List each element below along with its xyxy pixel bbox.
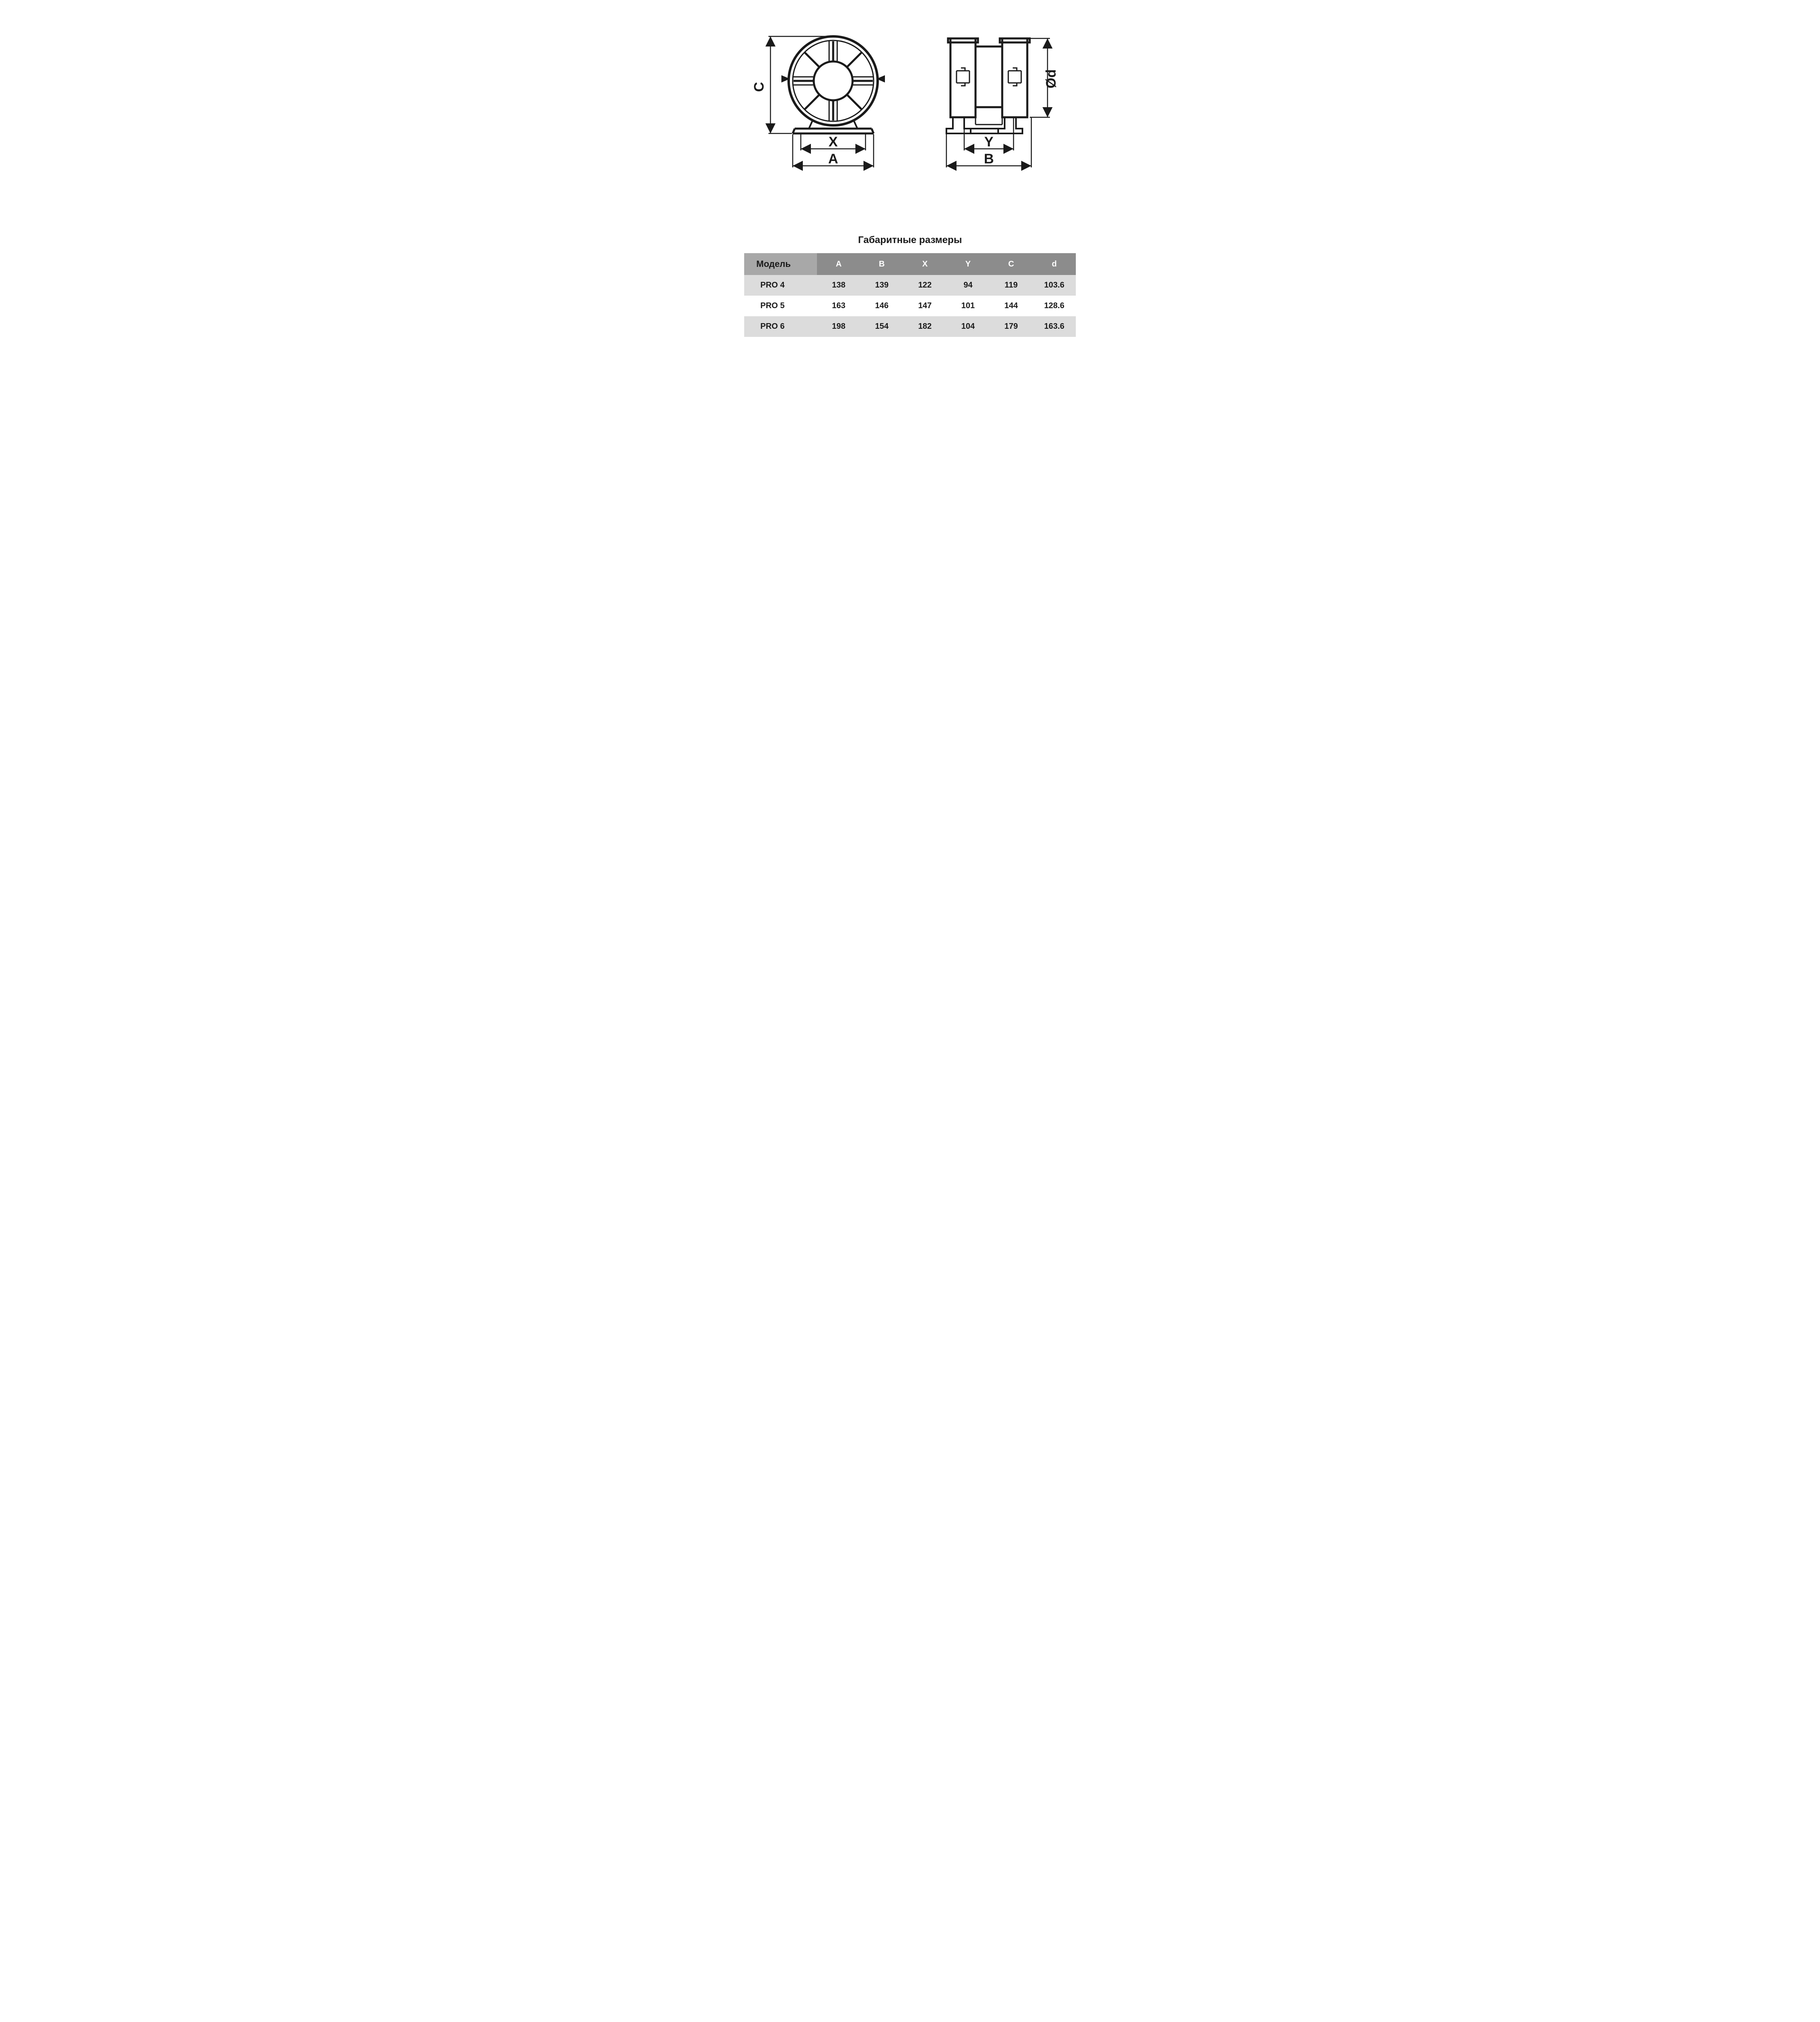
table-body: PRO 413813912294119103.6PRO 516314614710… <box>744 275 1076 337</box>
cell-value: 128.6 <box>1033 296 1076 316</box>
dim-label-a: A <box>828 151 838 167</box>
dim-label-b: B <box>984 151 994 167</box>
col-b: B <box>860 253 904 275</box>
cell-model: PRO 5 <box>744 296 817 316</box>
cell-value: 163 <box>817 296 860 316</box>
dimensions-table: МодельABXYCd PRO 413813912294119103.6PRO… <box>744 253 1076 337</box>
table-header-row: МодельABXYCd <box>744 253 1076 275</box>
cell-value: 139 <box>860 275 904 296</box>
col-c: C <box>990 253 1033 275</box>
cell-value: 198 <box>817 316 860 337</box>
cell-model: PRO 4 <box>744 275 817 296</box>
cell-value: 163.6 <box>1033 316 1076 337</box>
cell-value: 101 <box>946 296 990 316</box>
col-model: Модель <box>744 253 817 275</box>
col-x: X <box>904 253 947 275</box>
dim-label-x: X <box>829 134 838 150</box>
table-row: PRO 6198154182104179163.6 <box>744 316 1076 337</box>
dim-label-y: Y <box>984 134 994 150</box>
col-a: A <box>817 253 860 275</box>
cell-value: 94 <box>946 275 990 296</box>
col-d: d <box>1033 253 1076 275</box>
cell-value: 104 <box>946 316 990 337</box>
cell-value: 119 <box>990 275 1033 296</box>
table-title: Габаритные размеры <box>744 235 1076 246</box>
side-view-diagram: Ød Y B <box>918 24 1072 178</box>
cell-value: 144 <box>990 296 1033 316</box>
dim-label-d: Ød <box>1043 69 1059 88</box>
dim-label-c: C <box>751 82 767 92</box>
cell-value: 103.6 <box>1033 275 1076 296</box>
page: C X A <box>728 0 1092 361</box>
diagram-row: C X A <box>744 24 1076 178</box>
cell-value: 122 <box>904 275 947 296</box>
cell-model: PRO 6 <box>744 316 817 337</box>
cell-value: 147 <box>904 296 947 316</box>
cell-value: 154 <box>860 316 904 337</box>
cell-value: 179 <box>990 316 1033 337</box>
front-view-diagram: C X A <box>748 24 902 178</box>
cell-value: 146 <box>860 296 904 316</box>
cell-value: 138 <box>817 275 860 296</box>
table-row: PRO 413813912294119103.6 <box>744 275 1076 296</box>
col-y: Y <box>946 253 990 275</box>
table-row: PRO 5163146147101144128.6 <box>744 296 1076 316</box>
cell-value: 182 <box>904 316 947 337</box>
